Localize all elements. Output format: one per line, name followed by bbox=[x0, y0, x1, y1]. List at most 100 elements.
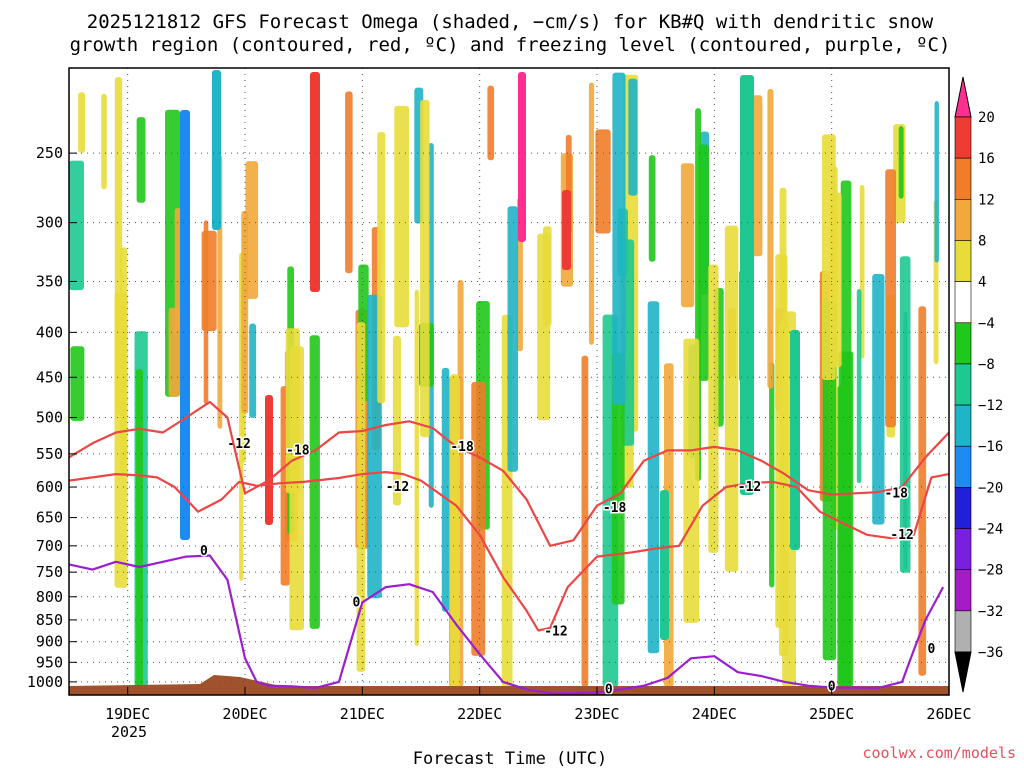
omega-band bbox=[101, 93, 107, 190]
omega-band bbox=[683, 338, 700, 623]
omega-band-accent bbox=[212, 70, 221, 230]
contour--18C bbox=[68, 400, 950, 547]
chart-title-line1: 2025121812 GFS Forecast Omega (shaded, −… bbox=[87, 11, 934, 33]
omega-shading bbox=[69, 70, 939, 687]
colorbar-level-label: −16 bbox=[978, 439, 1003, 455]
omega-band bbox=[612, 72, 626, 405]
colorbar-level-label: −32 bbox=[978, 604, 1003, 620]
contour-label: -18 bbox=[603, 501, 627, 516]
x-tick-label: 23DEC bbox=[574, 705, 619, 723]
y-tick-label: 1000 bbox=[27, 673, 63, 691]
omega-band bbox=[392, 335, 401, 506]
x-tick-label: 19DEC bbox=[105, 705, 150, 723]
x-axis-label: Forecast Time (UTC) bbox=[413, 749, 607, 768]
x-tick-label: 24DEC bbox=[692, 705, 737, 723]
omega-band bbox=[136, 117, 146, 203]
omega-band-accent bbox=[265, 395, 273, 525]
colorbar-swatch bbox=[954, 528, 972, 570]
colorbar-level-label: −20 bbox=[978, 480, 1003, 496]
contour-label: -18 bbox=[884, 486, 908, 501]
colorbar-swatch bbox=[954, 569, 972, 612]
omega-band bbox=[377, 132, 386, 404]
y-tick-label: 800 bbox=[36, 588, 63, 606]
omega-band bbox=[356, 322, 366, 672]
omega-band bbox=[309, 335, 320, 629]
omega-band bbox=[420, 99, 430, 438]
contour-label: 0 bbox=[200, 544, 208, 559]
contour-0C bbox=[68, 554, 945, 695]
colorbar-swatch bbox=[954, 445, 972, 488]
y-tick-label: 950 bbox=[36, 653, 63, 671]
colorbar-top-arrow bbox=[954, 76, 972, 118]
omega-band bbox=[885, 169, 896, 428]
contour-lines: -12 -12 -12 -12 -12 -18 -18 -18 -18 0 0 0 0 0 bbox=[68, 400, 950, 699]
omega-band bbox=[680, 163, 695, 308]
omega-band bbox=[767, 88, 774, 389]
colorbar-level-label: 4 bbox=[978, 275, 986, 291]
colorbar-level-label: −36 bbox=[978, 645, 1003, 661]
y-tick-label: 650 bbox=[36, 509, 63, 527]
colorbar-swatch bbox=[954, 322, 972, 365]
omega-band bbox=[822, 300, 837, 661]
colorbar-swatch bbox=[954, 404, 972, 447]
colorbar-swatch bbox=[954, 199, 972, 241]
omega-band bbox=[414, 289, 419, 646]
omega-band bbox=[829, 192, 842, 368]
omega-band bbox=[837, 385, 852, 687]
plot-area: -12 -12 -12 -12 -12 -18 -18 -18 -18 0 0 0 0 0 bbox=[68, 67, 950, 699]
colorbar-swatch bbox=[954, 157, 972, 200]
omega-band bbox=[934, 101, 939, 263]
omega-band-accent bbox=[790, 330, 800, 550]
credit-text: coolwx.com/models bbox=[862, 744, 1016, 762]
y-tick-label: 850 bbox=[36, 611, 63, 629]
y-tick-label: 750 bbox=[36, 563, 63, 581]
omega-band bbox=[394, 105, 409, 328]
omega-band-accent bbox=[660, 490, 669, 640]
x-tick-label: 21DEC bbox=[340, 705, 385, 723]
chart-title-line2: growth region (contoured, red, ºC) and f… bbox=[70, 34, 951, 56]
omega-band bbox=[628, 78, 638, 196]
omega-band bbox=[595, 129, 611, 234]
omega-band bbox=[289, 346, 304, 631]
omega-band bbox=[724, 225, 739, 572]
omega-band bbox=[249, 323, 257, 418]
y-tick-label: 450 bbox=[36, 368, 63, 386]
omega-band-accent bbox=[180, 110, 190, 540]
omega-band bbox=[840, 180, 852, 446]
omega-band bbox=[441, 367, 450, 612]
y-tick-label: 700 bbox=[36, 537, 63, 555]
y-tick-label: 900 bbox=[36, 633, 63, 651]
colorbar-level-label: −12 bbox=[978, 398, 1003, 414]
omega-band bbox=[898, 126, 904, 199]
colorbar-level-label: −24 bbox=[978, 522, 1003, 538]
omega-band bbox=[537, 233, 551, 421]
omega-band bbox=[647, 301, 660, 654]
omega-band-accent bbox=[310, 72, 320, 292]
x-tick-label: 26DEC bbox=[926, 705, 971, 723]
colorbar-swatch bbox=[954, 610, 972, 653]
colorbar-legend: 20 16 12 8 4 −4 −8 −12 −16 −20 −24 −28 −32 −36 bbox=[954, 76, 1003, 693]
omega-band-accent bbox=[562, 190, 571, 270]
omega-band bbox=[471, 381, 486, 656]
omega-band bbox=[769, 362, 775, 588]
omega-band bbox=[611, 353, 625, 605]
omega-band bbox=[114, 77, 123, 415]
omega-band bbox=[775, 254, 788, 628]
colorbar-level-label: 12 bbox=[978, 192, 995, 208]
terrain-fill bbox=[69, 675, 949, 695]
y-tick-label: 300 bbox=[36, 214, 63, 232]
colorbar-swatch bbox=[954, 240, 972, 282]
contour-label: -12 bbox=[738, 480, 761, 495]
contour-label: 0 bbox=[605, 682, 613, 697]
contour-label: -12 bbox=[544, 624, 567, 639]
omega-band bbox=[507, 206, 518, 472]
y-tick-label: 400 bbox=[36, 323, 63, 341]
colorbar-level-label: −4 bbox=[978, 316, 995, 332]
contour-label: -18 bbox=[286, 443, 310, 458]
contour--12C bbox=[68, 471, 950, 632]
omega-band bbox=[581, 355, 589, 687]
omega-band bbox=[203, 220, 209, 405]
terrain-layer bbox=[69, 675, 949, 695]
omega-band bbox=[135, 369, 143, 687]
contour-label: -12 bbox=[386, 480, 409, 495]
